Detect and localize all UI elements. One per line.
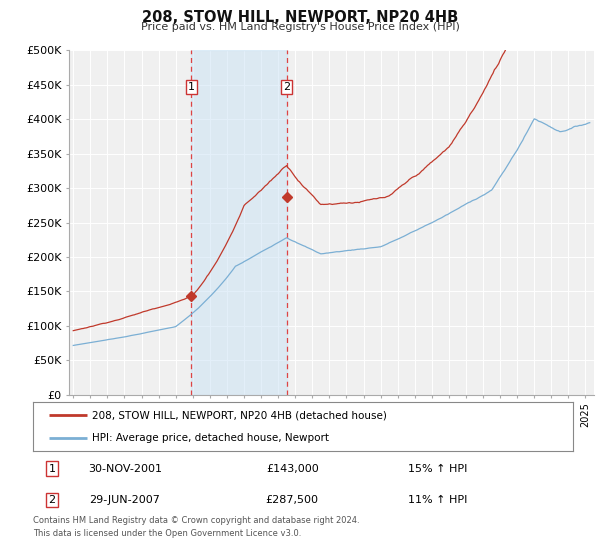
Text: £143,000: £143,000: [266, 464, 319, 474]
Text: 208, STOW HILL, NEWPORT, NP20 4HB (detached house): 208, STOW HILL, NEWPORT, NP20 4HB (detac…: [92, 410, 387, 421]
Text: 11% ↑ HPI: 11% ↑ HPI: [409, 495, 467, 505]
Text: £287,500: £287,500: [266, 495, 319, 505]
Text: 1: 1: [188, 82, 195, 92]
Text: 1: 1: [49, 464, 55, 474]
Text: 2: 2: [49, 495, 55, 505]
Text: 30-NOV-2001: 30-NOV-2001: [88, 464, 162, 474]
Text: Contains HM Land Registry data © Crown copyright and database right 2024.: Contains HM Land Registry data © Crown c…: [33, 516, 359, 525]
Bar: [191, 50, 287, 395]
Text: This data is licensed under the Open Government Licence v3.0.: This data is licensed under the Open Gov…: [33, 529, 301, 538]
Text: Price paid vs. HM Land Registry's House Price Index (HPI): Price paid vs. HM Land Registry's House …: [140, 22, 460, 32]
Text: 208, STOW HILL, NEWPORT, NP20 4HB: 208, STOW HILL, NEWPORT, NP20 4HB: [142, 10, 458, 25]
Text: 2: 2: [283, 82, 290, 92]
Text: 15% ↑ HPI: 15% ↑ HPI: [409, 464, 467, 474]
Text: 29-JUN-2007: 29-JUN-2007: [89, 495, 160, 505]
Text: HPI: Average price, detached house, Newport: HPI: Average price, detached house, Newp…: [92, 433, 329, 444]
